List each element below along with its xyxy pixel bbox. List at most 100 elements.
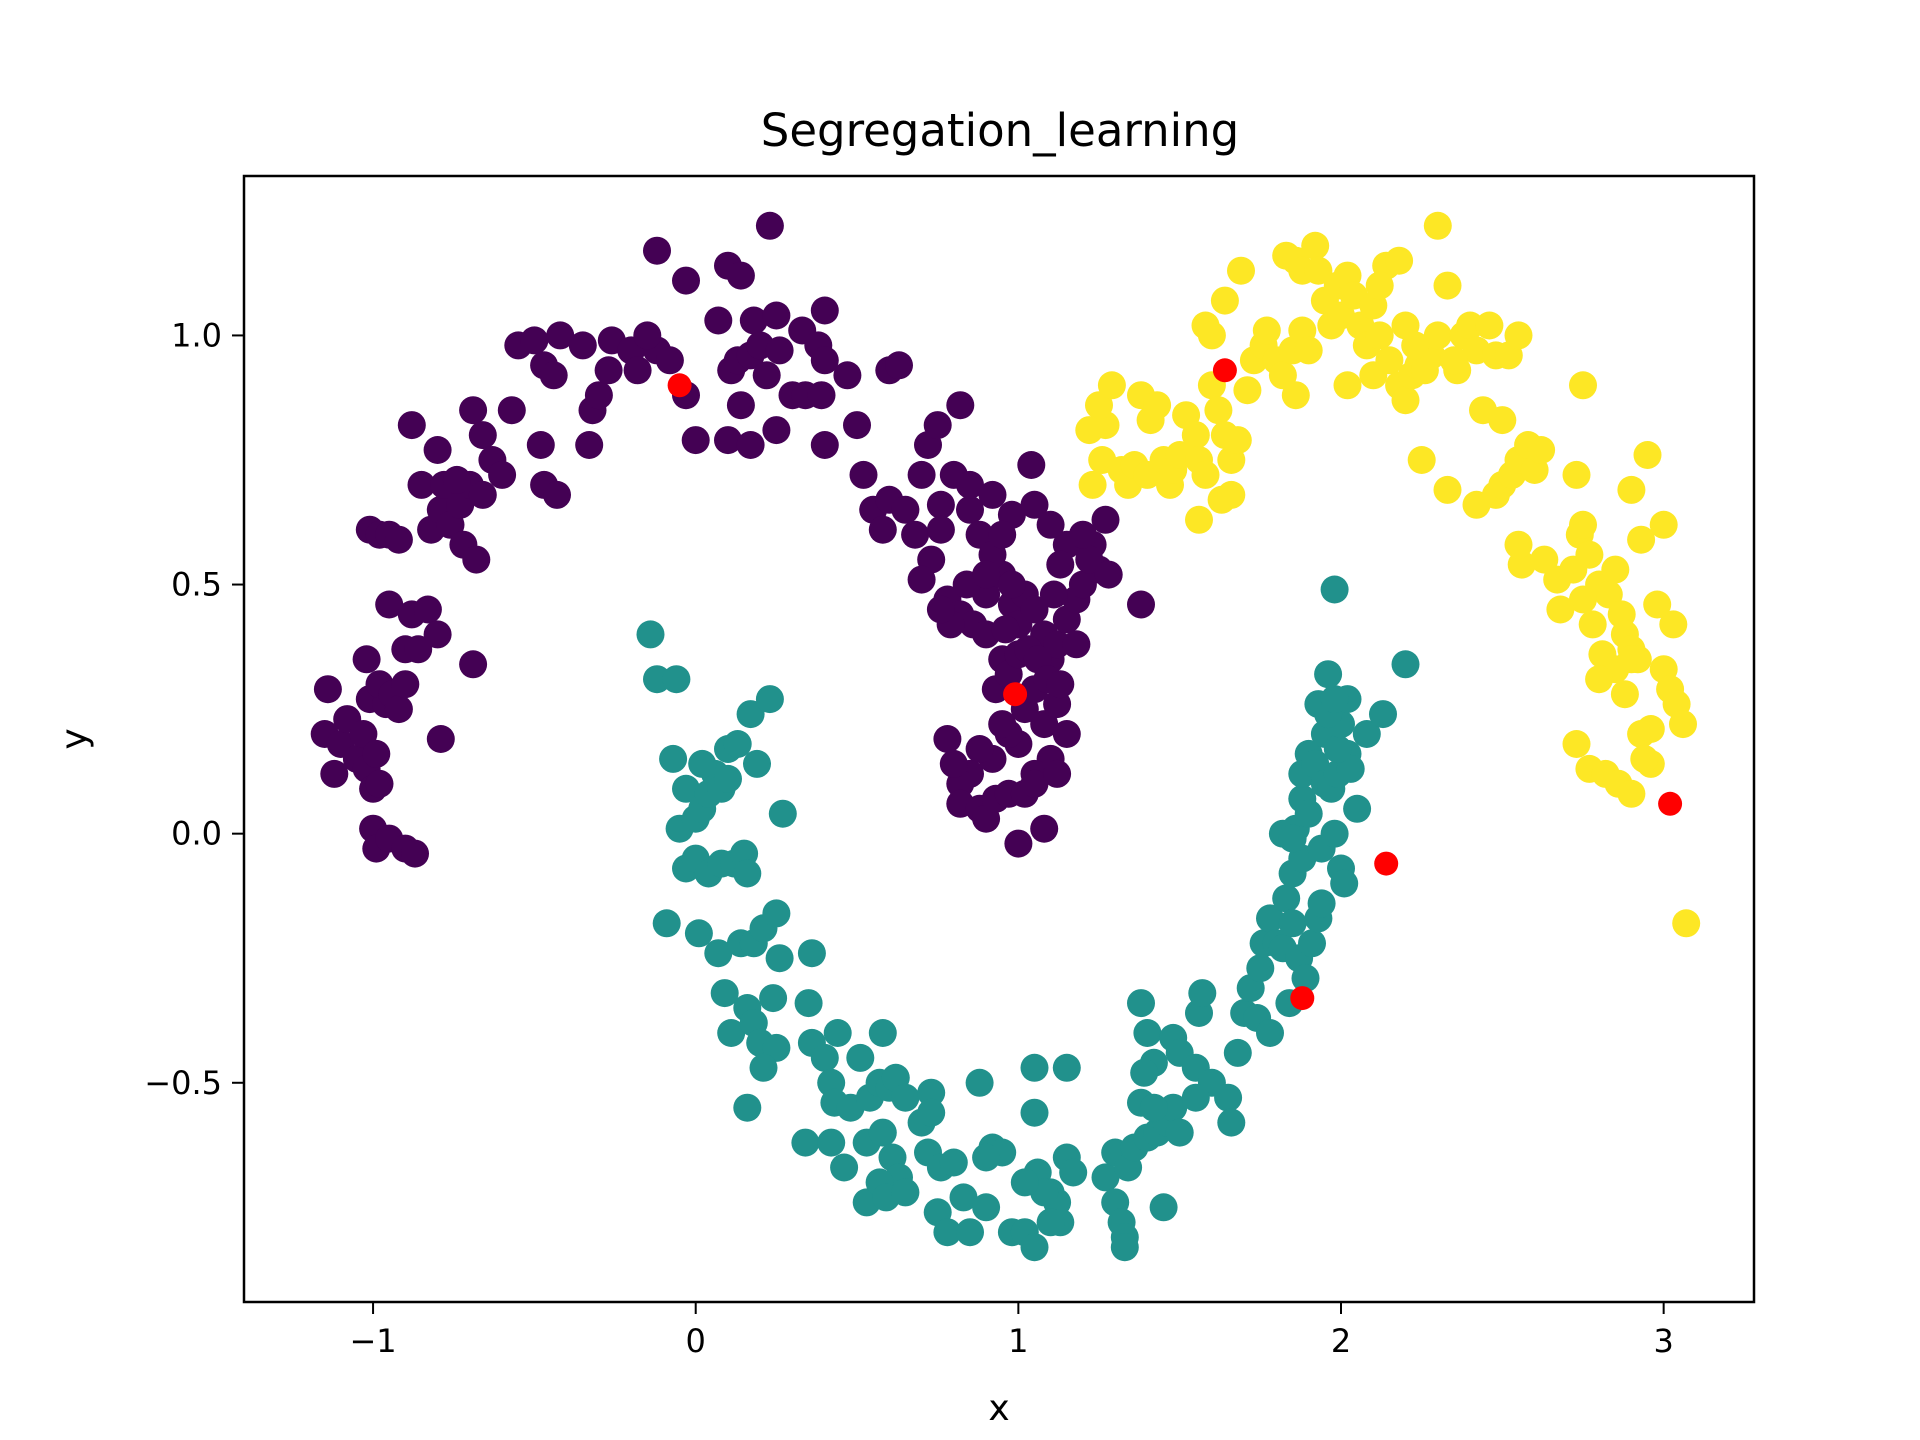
data-point bbox=[991, 615, 1020, 644]
data-point bbox=[768, 799, 797, 828]
data-point bbox=[749, 1053, 778, 1082]
data-point bbox=[1059, 1158, 1088, 1187]
data-point bbox=[791, 1128, 820, 1157]
data-point bbox=[468, 480, 497, 509]
data-point bbox=[1601, 555, 1630, 584]
data-point bbox=[1217, 1108, 1246, 1137]
data-point bbox=[633, 321, 662, 350]
y-tick-label: 0.5 bbox=[171, 566, 222, 604]
data-point bbox=[1320, 575, 1349, 604]
data-point bbox=[1294, 799, 1323, 828]
data-point bbox=[714, 764, 742, 793]
data-point bbox=[807, 381, 836, 410]
data-point bbox=[946, 391, 975, 420]
data-point bbox=[1643, 590, 1672, 619]
data-point bbox=[384, 695, 413, 724]
data-point bbox=[1294, 336, 1323, 365]
data-point bbox=[1210, 286, 1239, 315]
data-point bbox=[684, 919, 713, 948]
data-point bbox=[1003, 682, 1028, 707]
data-point bbox=[965, 735, 994, 763]
data-point bbox=[1456, 311, 1485, 340]
data-point bbox=[736, 700, 765, 729]
y-tick-label: 1.0 bbox=[171, 316, 222, 354]
data-point bbox=[468, 421, 497, 450]
data-point bbox=[584, 381, 613, 410]
data-point bbox=[907, 565, 936, 594]
data-point bbox=[739, 306, 768, 335]
data-point bbox=[1017, 451, 1046, 479]
data-point bbox=[1504, 530, 1533, 559]
data-point bbox=[1365, 271, 1394, 300]
x-axis-label: x bbox=[988, 1388, 1009, 1429]
data-point bbox=[1039, 580, 1068, 609]
data-point bbox=[397, 411, 426, 440]
data-point bbox=[1575, 540, 1604, 569]
y-axis-label: y bbox=[54, 728, 95, 749]
data-point bbox=[459, 650, 488, 679]
data-point bbox=[575, 431, 604, 459]
data-point bbox=[762, 301, 791, 330]
data-point bbox=[313, 675, 342, 704]
data-point bbox=[1130, 1058, 1159, 1087]
data-point bbox=[1669, 710, 1697, 739]
data-point bbox=[1052, 1053, 1081, 1082]
data-point bbox=[988, 710, 1017, 739]
data-point bbox=[662, 665, 691, 694]
data-point bbox=[1091, 1163, 1120, 1192]
data-point bbox=[868, 1118, 897, 1147]
data-point bbox=[1630, 744, 1659, 773]
data-point bbox=[956, 470, 984, 499]
data-point bbox=[1352, 720, 1381, 748]
data-point bbox=[1569, 510, 1597, 539]
data-point bbox=[1075, 545, 1104, 574]
data-point bbox=[1143, 391, 1172, 420]
data-point bbox=[497, 396, 526, 425]
chart-title: Segregation_learning bbox=[761, 104, 1239, 157]
data-point bbox=[1569, 585, 1597, 614]
data-point bbox=[1610, 680, 1639, 709]
ticks-layer: −1 0 1 2 3 −0.5 0.0 0.5 1.0 bbox=[144, 316, 1674, 1360]
data-point bbox=[1578, 610, 1607, 639]
data-point bbox=[1004, 829, 1033, 858]
data-point bbox=[810, 431, 839, 459]
points-layer bbox=[310, 211, 1701, 1262]
data-point bbox=[1268, 361, 1297, 390]
data-point bbox=[1330, 869, 1359, 898]
data-point bbox=[1091, 505, 1120, 534]
data-point bbox=[1290, 986, 1315, 1011]
data-point bbox=[1407, 446, 1436, 474]
data-point bbox=[1256, 1019, 1284, 1047]
data-point bbox=[726, 261, 755, 290]
data-point bbox=[765, 336, 794, 365]
data-point bbox=[688, 749, 717, 778]
data-point bbox=[1197, 321, 1226, 350]
data-point bbox=[1085, 391, 1113, 420]
data-point bbox=[1020, 769, 1049, 798]
data-point bbox=[546, 321, 575, 350]
data-point bbox=[1214, 1083, 1243, 1112]
data-point bbox=[652, 909, 681, 938]
data-point bbox=[1401, 331, 1430, 360]
data-point bbox=[681, 426, 710, 455]
data-point bbox=[917, 1078, 946, 1107]
data-point bbox=[594, 356, 623, 385]
data-point bbox=[423, 620, 452, 649]
data-point bbox=[488, 460, 517, 489]
data-point bbox=[723, 730, 752, 758]
data-point bbox=[1068, 520, 1097, 549]
data-point bbox=[636, 620, 665, 649]
data-point bbox=[1227, 256, 1255, 285]
data-point bbox=[404, 635, 433, 664]
data-point bbox=[891, 495, 920, 524]
data-point bbox=[1217, 480, 1246, 509]
data-point bbox=[1617, 475, 1646, 504]
x-tick-label: 2 bbox=[1331, 1322, 1351, 1360]
data-point bbox=[1078, 470, 1107, 499]
data-point bbox=[1323, 735, 1352, 763]
data-point bbox=[933, 1218, 962, 1247]
data-point bbox=[1433, 271, 1462, 300]
data-point bbox=[1659, 610, 1688, 639]
data-point bbox=[1020, 1098, 1049, 1127]
data-point bbox=[726, 391, 755, 420]
